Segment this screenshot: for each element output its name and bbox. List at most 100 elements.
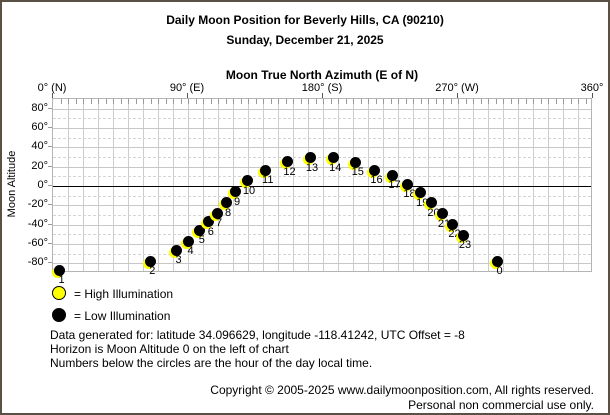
point-hour-label: 17 [388,179,401,192]
x-axis-minor-tick [98,99,99,104]
point-hour-label: 16 [370,174,383,187]
point-hour-label: 18 [403,188,416,201]
footer-hours-note: Numbers below the circles are the hour o… [50,356,373,370]
x-axis-minor-tick [533,99,534,104]
x-axis-minor-tick [285,99,287,104]
vertical-gridline [338,99,339,271]
vertical-gridline [533,99,534,271]
x-axis-minor-tick [578,99,579,104]
x-axis-major-tick [52,93,53,98]
horizontal-gridline [53,234,591,236]
moon-position-point [426,197,437,209]
moon-position-point [387,169,398,181]
x-axis-minor-tick [233,99,234,104]
vertical-gridline [518,99,519,271]
x-axis-minor-tick [495,99,497,104]
x-axis-tick-label: 180° (S) [301,82,343,94]
x-axis-minor-tick [458,99,459,104]
vertical-gridline [158,99,159,271]
x-axis-minor-tick [143,99,144,104]
horizon-zero-line [53,186,591,187]
moon-position-point [220,197,232,209]
moon-position-point [436,208,448,220]
x-axis-minor-tick [90,99,92,104]
point-hour-label: 3 [175,254,182,267]
vertical-gridline [293,99,294,271]
y-axis-tick-label: -60° [27,237,48,249]
x-axis-minor-tick [390,99,392,104]
vertical-gridline [443,99,444,271]
vertical-gridline [368,99,369,271]
point-hour-label: 6 [207,225,214,238]
x-axis-minor-tick [368,99,369,104]
x-axis-minor-tick [488,99,489,104]
x-axis-tick-label: 0° (N) [37,82,67,94]
moon-position-point [211,207,223,219]
horizontal-gridline [53,215,591,216]
x-axis-minor-tick [338,99,339,104]
x-axis-minor-tick [570,99,572,104]
x-axis-minor-tick [263,99,264,104]
chart-date-subtitle: Sunday, December 21, 2025 [226,33,384,47]
moon-position-point [282,156,293,168]
vertical-gridline [233,99,234,271]
chart-plot-area [52,98,592,272]
y-axis-tick [48,165,52,167]
vertical-gridline [188,99,189,271]
x-axis-minor-tick [585,99,587,104]
x-axis-minor-tick [540,99,542,104]
moon-position-point [369,164,380,176]
x-axis-minor-tick [548,99,549,104]
horizontal-gridline [53,147,591,149]
x-axis-minor-tick [450,99,452,104]
moon-position-point [414,187,426,199]
x-axis-tick-label: 360° [580,82,604,94]
horizontal-gridline [53,108,591,110]
x-axis-minor-tick [360,99,362,104]
y-axis-tick-label: -40° [27,217,48,230]
y-axis-tick [48,223,52,225]
vertical-gridline [458,99,459,271]
x-axis-minor-tick [300,99,302,104]
horizontal-gridline [53,244,591,245]
x-axis-minor-tick [203,99,204,104]
vertical-gridline [113,99,114,271]
low-illumination-legend-label: = Low Illumination [74,309,171,323]
page-title: Daily Moon Position for Beverly Hills, C… [166,13,444,27]
point-hour-label: 5 [198,234,205,247]
point-hour-label: 0 [496,265,503,278]
x-axis-tick-label: 270° (W) [435,82,479,94]
vertical-gridline [278,99,279,271]
moon-position-point [229,186,241,198]
moon-position-point [171,244,182,256]
moon-position-point [194,224,206,236]
x-axis-minor-tick [225,99,227,104]
vertical-gridline [143,99,144,271]
point-hour-label: 1 [58,274,65,287]
vertical-gridline [578,99,579,271]
y-axis-tick [48,107,52,109]
y-axis-tick [48,185,52,186]
point-hour-label: 14 [329,161,342,174]
vertical-gridline [503,99,504,271]
horizontal-gridline [53,263,591,265]
horizontal-gridline [53,224,591,226]
x-axis-minor-tick [563,99,564,104]
horizontal-gridline [53,176,591,178]
x-axis-tick-label: 90° (E) [169,82,205,94]
high-illumination-swatch-icon [52,286,66,300]
x-axis-minor-tick [405,99,407,104]
point-hour-label: 7 [215,217,223,230]
x-axis-minor-tick [413,99,414,104]
x-axis-minor-tick [83,99,84,104]
moon-position-point [457,229,469,241]
x-axis-minor-tick [503,99,504,104]
x-axis-minor-tick [278,99,279,104]
x-axis-minor-tick [165,99,167,104]
point-hour-label: 10 [242,184,256,197]
x-axis-minor-tick [308,99,309,104]
vertical-gridline [413,99,414,271]
x-axis-minor-tick [128,99,129,104]
vertical-gridline [263,99,264,271]
